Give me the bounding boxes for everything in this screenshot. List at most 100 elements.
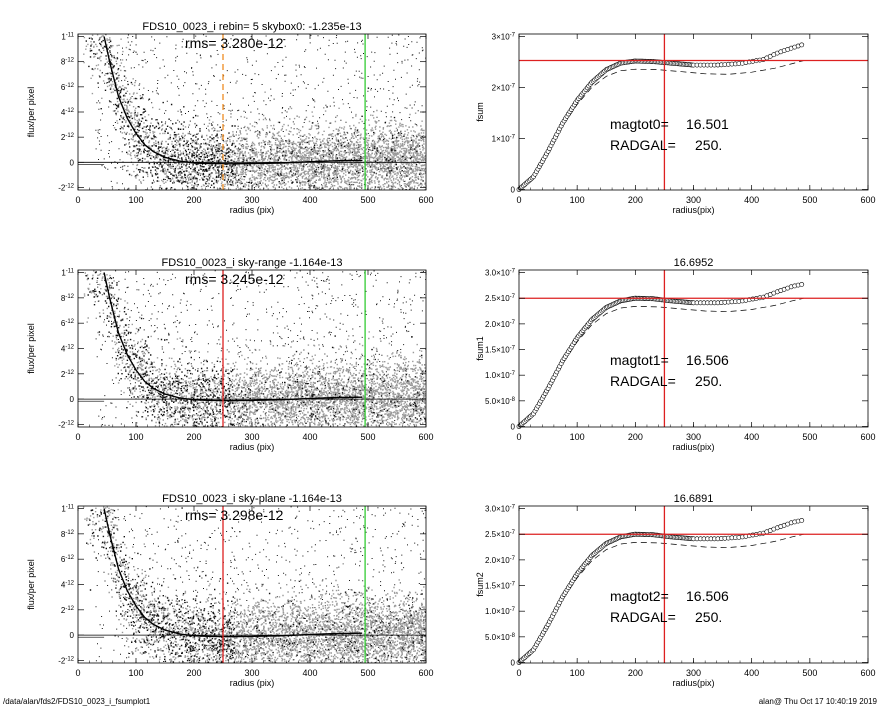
y-axis-label: fsum [475, 102, 485, 122]
y-tick-label: 3.0×10-7 [485, 269, 516, 278]
y-tick-label: 1-11 [61, 269, 74, 278]
y-tick-label: 2.5×10-7 [485, 530, 516, 539]
x-tick-label: 0 [75, 195, 80, 205]
magtot-value: 16.506 [686, 352, 729, 368]
y-tick-label: 0 [511, 185, 516, 194]
x-tick-label: 100 [128, 195, 143, 205]
y-axis-label: flux/per pixel [26, 559, 36, 610]
y-tick-label: 6-12 [61, 555, 75, 564]
magtot-value: 16.501 [686, 116, 729, 132]
x-tick-label: 200 [628, 432, 643, 442]
y-tick-label: 2.0×10-7 [485, 320, 516, 329]
y-tick-label: -2-12 [58, 656, 74, 665]
y-tick-label: 3×10-7 [492, 33, 516, 42]
panel-left-1: 0 100 200 300 400 500 600-2-1202-124-126-128-1… [26, 21, 434, 215]
panel-left-3: 0 100 200 300 400 500 600-2-1202-124-126-128-1… [26, 493, 434, 688]
y-tick-label: 1.5×10-7 [485, 346, 516, 355]
y-tick-label: 4-12 [61, 345, 75, 354]
radgal-label: RADGAL= [610, 137, 676, 153]
x-tick-label: 600 [418, 195, 433, 205]
x-tick-label: 0 [75, 668, 80, 678]
x-axis-label: radius (pix) [230, 442, 275, 452]
x-axis-label: radius(pix) [672, 442, 714, 452]
x-tick-label: 200 [628, 195, 643, 205]
x-tick-label: 500 [802, 432, 817, 442]
x-tick-label: 400 [744, 432, 759, 442]
panel-right-3: 0 100 200 300 400 500 600 0 5.0×10-8 1.0×10-7 1.5×… [475, 493, 876, 688]
x-axis-label: radius (pix) [230, 678, 275, 688]
x-tick-label: 600 [860, 668, 875, 678]
scatter-points-gray [83, 270, 426, 427]
plot-area [78, 270, 426, 427]
y-tick-label: 1.5×10-7 [485, 582, 516, 591]
plot-area [78, 34, 426, 190]
x-tick-label: 100 [128, 668, 143, 678]
radgal-value: 250. [695, 373, 722, 389]
x-tick-label: 300 [244, 432, 259, 442]
y-axis-label: flux/per pixel [26, 87, 36, 138]
x-axis-label: radius(pix) [672, 205, 714, 215]
y-tick-label: 0 [511, 658, 516, 667]
y-tick-label: 4-12 [61, 581, 75, 590]
plot-area [78, 506, 426, 663]
chart-title: FDS10_0023_i sky-plane -1.164e-13 [162, 493, 342, 505]
x-tick-label: 0 [75, 432, 80, 442]
y-tick-label: 1-11 [61, 33, 74, 42]
y-tick-label: 2×10-7 [492, 84, 516, 93]
magtot-value: 16.506 [686, 588, 729, 604]
rms-annotation: rms= 3.280e-12 [185, 35, 284, 51]
chart-title: 16.6891 [674, 493, 714, 505]
y-tick-label: 5.0×10-8 [485, 633, 516, 642]
y-tick-label: 5.0×10-8 [485, 397, 516, 406]
y-tick-label: -2-12 [58, 420, 74, 429]
x-tick-label: 500 [360, 195, 375, 205]
x-tick-label: 0 [516, 195, 521, 205]
y-tick-label: 6-12 [61, 83, 75, 92]
y-tick-label: 0 [70, 631, 75, 640]
y-tick-label: 2.5×10-7 [485, 294, 516, 303]
x-tick-label: 100 [570, 668, 585, 678]
radgal-label: RADGAL= [610, 609, 676, 625]
growth-point [799, 42, 805, 48]
x-tick-label: 300 [686, 195, 701, 205]
panel-right-1: 0 100 200 300 400 500 600 0 1×10-7 2×10-7 3×10-7 ra… [475, 33, 876, 215]
growth-point [799, 281, 805, 287]
y-axis-label: flux/per pixel [26, 323, 36, 374]
median-profile-line [103, 36, 363, 165]
scatter-points-black [85, 34, 426, 190]
y-tick-label: 2-12 [61, 370, 75, 379]
scatter-points-gray [83, 34, 426, 190]
x-tick-label: 200 [186, 668, 201, 678]
y-tick-label: 1-11 [61, 505, 74, 514]
scatter-points-black [86, 506, 426, 663]
y-tick-label: 4-12 [61, 108, 75, 117]
panel-left-2: 0 100 200 300 400 500 600-2-1202-124-126-128-1… [26, 257, 434, 452]
y-tick-label: 8-12 [61, 58, 75, 67]
y-axis-label: fsum2 [475, 572, 485, 597]
x-tick-label: 400 [302, 195, 317, 205]
rms-annotation: rms= 3.298e-12 [185, 507, 284, 523]
x-tick-label: 600 [418, 432, 433, 442]
dashed-growth-curve [518, 297, 805, 427]
x-axis-label: radius (pix) [230, 205, 275, 215]
x-tick-label: 300 [244, 668, 259, 678]
scatter-points-black [85, 270, 426, 427]
x-tick-label: 400 [744, 195, 759, 205]
x-tick-label: 600 [860, 432, 875, 442]
rms-annotation: rms= 3.245e-12 [185, 271, 284, 287]
magtot-label: magtot1= [610, 352, 669, 368]
y-tick-label: 1×10-7 [492, 135, 516, 144]
y-tick-label: 0 [70, 395, 75, 404]
timestamp-label: alan@ Thu Oct 17 10:40:19 2019 [758, 697, 877, 706]
x-tick-label: 300 [244, 195, 259, 205]
dashed-growth-curve [518, 533, 805, 663]
file-path-label: /data/alan/fds2/FDS10_0023_i_fsumplot1 [3, 697, 151, 706]
chart-title: FDS10_0023_i rebin= 5 skybox0: -1.235e-1… [142, 21, 361, 33]
median-profile-line [103, 508, 363, 638]
x-tick-label: 400 [744, 668, 759, 678]
y-tick-label: 6-12 [61, 319, 75, 328]
radgal-value: 250. [695, 609, 722, 625]
x-tick-label: 100 [128, 432, 143, 442]
x-tick-label: 300 [686, 668, 701, 678]
